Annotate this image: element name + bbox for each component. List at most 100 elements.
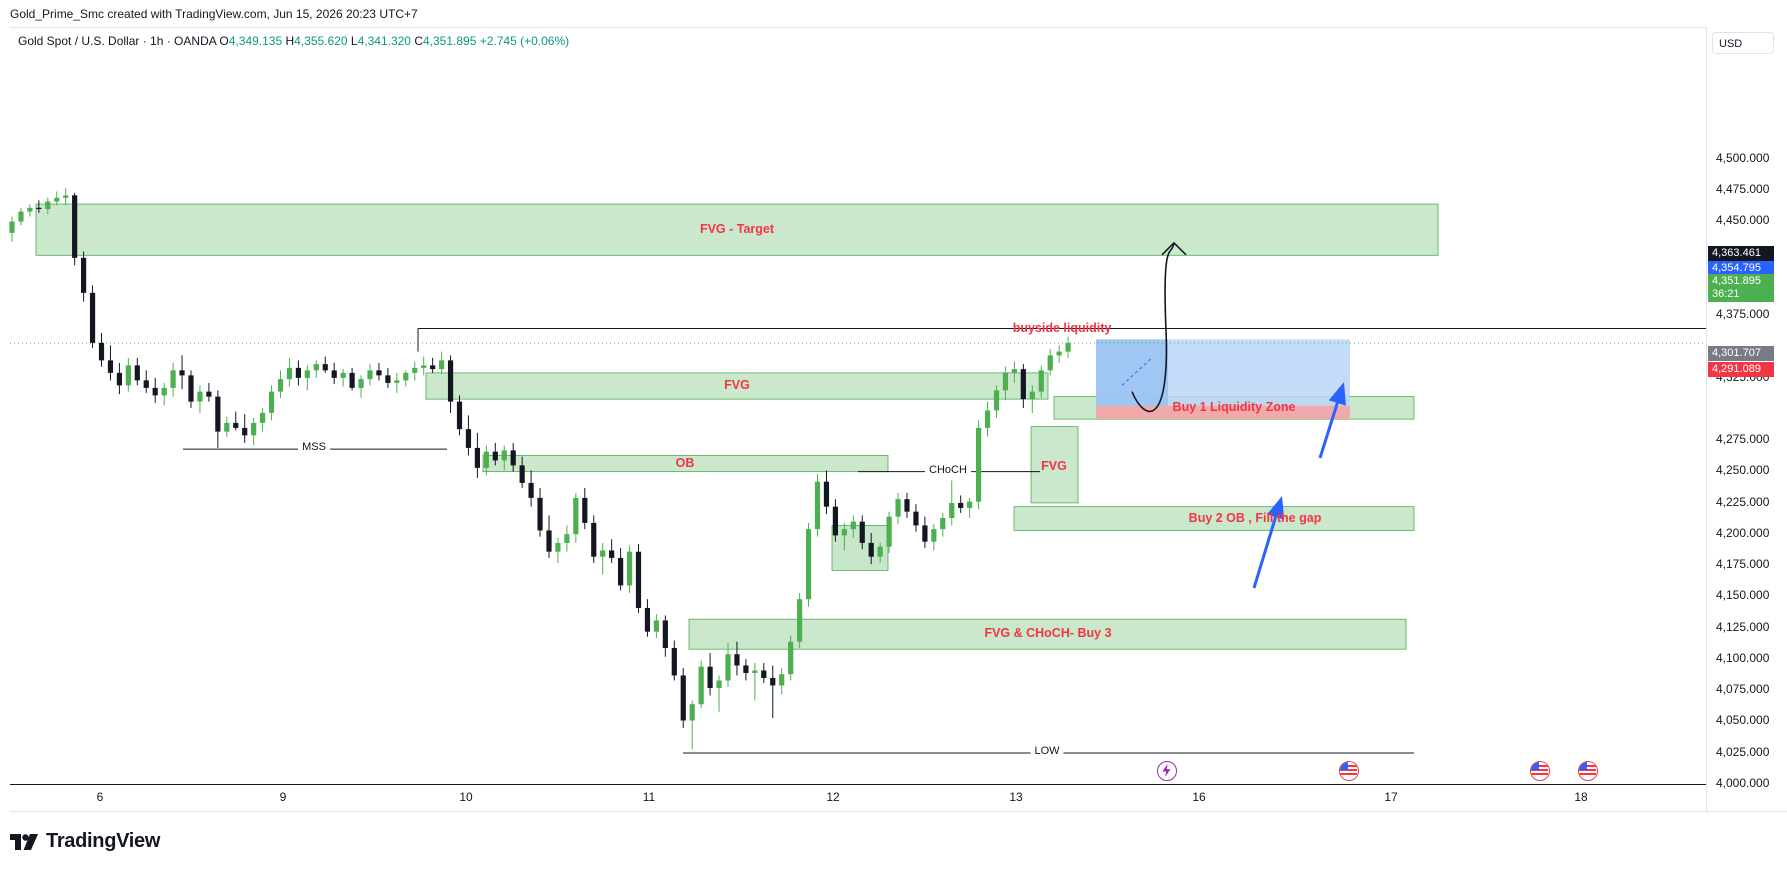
buy3-label: FVG & CHoCH- Buy 3 <box>984 626 1112 641</box>
price-tag: 4,351.895 36:21 <box>1708 274 1774 302</box>
low-value: 4,341.320 <box>357 34 411 48</box>
time-axis-line <box>10 784 1706 785</box>
candle-up <box>877 546 883 557</box>
symbol-name[interactable]: Gold Spot / U.S. Dollar · 1h · OANDA <box>18 34 217 48</box>
long-position-filled <box>1096 339 1168 406</box>
candle-up <box>161 387 167 396</box>
candle-up <box>170 370 176 388</box>
us-flag-icon[interactable] <box>1530 761 1550 781</box>
price-tag-value: 4,351.895 <box>1712 275 1761 287</box>
candle-down <box>143 380 149 388</box>
candle-up <box>268 391 275 413</box>
price-axis-border <box>1706 27 1707 811</box>
candle-up <box>841 529 847 536</box>
fvg-small-zone <box>1030 426 1079 504</box>
candle-down <box>1020 369 1026 400</box>
buy-arrow-upper-head <box>1328 382 1346 406</box>
candle-up <box>967 501 973 508</box>
candle-up <box>984 410 991 428</box>
open-value: 4,349.135 <box>228 34 283 48</box>
us-flag-icon[interactable] <box>1578 761 1598 781</box>
time-tick: 6 <box>96 790 104 804</box>
candle-up <box>931 529 937 542</box>
candle-up <box>698 666 704 705</box>
candle-down <box>832 506 838 536</box>
candle-down <box>644 607 651 632</box>
candle-up <box>564 534 570 543</box>
candle-up <box>1047 355 1053 371</box>
candle-down <box>215 396 221 432</box>
candle-down <box>761 670 767 678</box>
low-key: L <box>350 34 358 48</box>
projection-curve <box>1131 242 1175 413</box>
symbol-legend[interactable]: Gold Spot / U.S. Dollar · 1h · OANDA O4,… <box>18 34 569 48</box>
candle-down <box>662 620 668 648</box>
candle-up <box>850 521 856 530</box>
candle-down <box>922 525 928 542</box>
price-tag-value: 4,363.461 <box>1712 247 1761 259</box>
lightning-icon[interactable] <box>1157 761 1177 781</box>
buy2-label: Buy 2 OB , Fill the gap <box>1188 510 1322 525</box>
tradingview-logo[interactable]: TradingView <box>10 830 160 853</box>
candle-up <box>716 680 722 688</box>
candle-down <box>591 522 597 557</box>
candle-up <box>725 654 731 681</box>
candle-up <box>976 427 982 502</box>
fvg-target-label: FVG - Target <box>699 221 775 236</box>
candle-down <box>913 511 919 526</box>
candle-up <box>689 704 695 721</box>
candle-up <box>1002 372 1009 391</box>
candle-up <box>1029 391 1035 400</box>
price-tick: 4,375.000 <box>1716 307 1770 322</box>
time-tick: 16 <box>1192 790 1206 804</box>
time-tick: 9 <box>279 790 287 804</box>
candle-down <box>958 502 964 508</box>
price-tag: 4,354.795 <box>1708 261 1774 276</box>
candle-down <box>295 367 301 378</box>
candle-down <box>635 551 642 608</box>
chart-pane[interactable] <box>10 27 1707 785</box>
candle-up <box>224 422 230 432</box>
candle-down <box>447 360 454 402</box>
candle-up <box>197 391 203 402</box>
us-flag-icon[interactable] <box>1339 761 1359 781</box>
candle-down <box>537 497 543 531</box>
price-tick: 4,225.000 <box>1716 494 1770 509</box>
price-tag: 4,291.089 <box>1708 362 1774 377</box>
candle-down <box>385 375 391 383</box>
candle-down <box>81 257 87 293</box>
candle-down <box>188 375 194 402</box>
close-key: C <box>414 34 423 48</box>
candle-up <box>313 364 319 371</box>
time-axis-bottom-border <box>10 811 1787 812</box>
candle-up <box>421 365 427 368</box>
time-tick: 12 <box>826 790 840 804</box>
buyside-liquidity-label: buyside liquidity <box>1012 320 1112 335</box>
candle-up <box>260 412 266 423</box>
choch-label: CHoCH <box>925 463 971 476</box>
candle-up <box>412 367 418 373</box>
candle-down <box>465 429 472 448</box>
candle-up <box>805 529 812 600</box>
buy2-ob-zone <box>1013 506 1415 531</box>
mss-label: MSS <box>298 441 330 454</box>
candle-down <box>904 499 910 512</box>
candle-down <box>823 481 830 507</box>
fvg-label: FVG <box>724 377 750 392</box>
price-tick: 4,025.000 <box>1716 744 1770 759</box>
price-tick: 4,450.000 <box>1716 213 1770 228</box>
candle-down <box>546 530 552 552</box>
price-tag-value: 4,301.707 <box>1712 347 1761 359</box>
candle-up <box>949 502 955 518</box>
time-tick: 17 <box>1384 790 1398 804</box>
currency-selector[interactable]: USD <box>1712 32 1774 54</box>
time-tick: 13 <box>1009 790 1023 804</box>
candle-down <box>72 195 78 258</box>
candle-up <box>54 197 60 202</box>
lightning-glyph <box>1162 764 1171 777</box>
candle-up <box>501 450 507 461</box>
candle-up <box>483 451 489 468</box>
candle-up <box>895 499 901 517</box>
price-tick: 4,175.000 <box>1716 557 1770 572</box>
